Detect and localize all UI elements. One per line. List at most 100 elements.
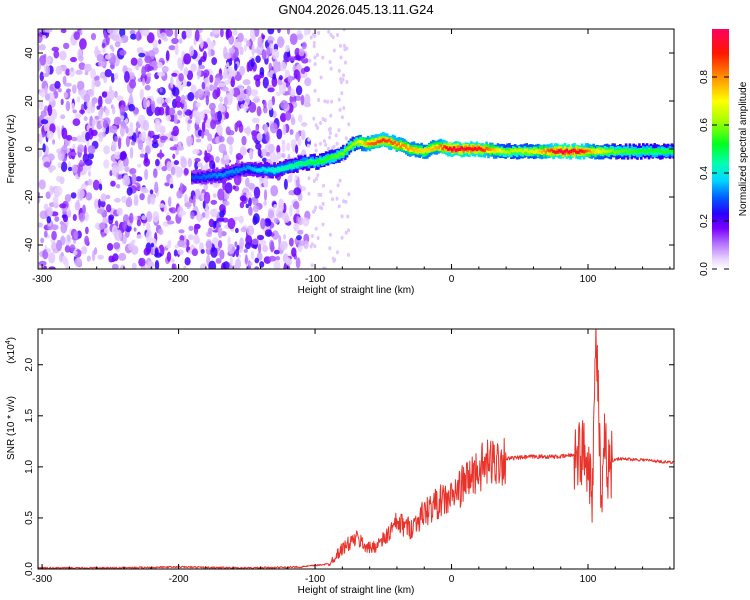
spectrogram-noise-cell — [94, 115, 100, 120]
spectrogram-noise-cell — [190, 211, 195, 220]
spectrogram-ridge-cell — [363, 142, 366, 146]
spectrogram-noise-cell — [313, 88, 317, 93]
spectrogram-noise-cell — [221, 86, 229, 92]
spectrogram-ridge-cell — [319, 160, 322, 164]
spectrogram-noise-cell — [83, 145, 87, 157]
spectrogram-ridge-cell — [366, 142, 370, 146]
x-tick-label: -100 — [305, 274, 325, 285]
spectrogram-noise-cell — [136, 163, 142, 168]
spectrogram-noise-cell — [114, 229, 123, 241]
spectrogram-ridge-cell — [406, 144, 410, 150]
spectrogram-noise-cell — [126, 186, 133, 196]
spectrogram-noise-cell — [158, 106, 165, 116]
spectrogram-noise-cell — [125, 135, 130, 147]
spectrogram-noise-cell — [61, 127, 68, 140]
spectrogram-noise-cell — [183, 53, 192, 65]
spectrogram-ridge-cell — [569, 150, 572, 153]
spectrogram-noise-cell — [342, 29, 346, 32]
spectrogram-noise-cell — [241, 135, 247, 146]
spectrogram-noise-cell — [115, 184, 121, 189]
spectrogram-ridge-cell — [256, 168, 259, 172]
spectrogram-ridge-cell — [577, 148, 580, 154]
spectrogram-noise-cell — [69, 67, 75, 78]
spectrogram-noise-cell — [225, 126, 231, 136]
spectrogram-noise-cell — [129, 79, 137, 89]
spectrogram-noise-cell — [210, 208, 218, 218]
spectrogram-ridge-cell — [271, 167, 274, 172]
spectrogram-ridge-cell — [573, 148, 576, 158]
spectrogram-ridge-cell — [273, 167, 276, 171]
spectrogram-noise-cell — [166, 220, 175, 225]
spectrogram-ridge-cell — [634, 149, 637, 153]
spectrogram-noise-cell — [45, 56, 51, 64]
spectrogram-noise-cell — [235, 258, 242, 269]
spectrogram-noise-cell — [322, 183, 325, 188]
spectrogram-noise-cell — [220, 105, 226, 113]
spectrogram-noise-cell — [342, 43, 346, 48]
spectrogram-noise-cell — [248, 197, 252, 207]
spectrogram-ridge-cell — [517, 148, 521, 152]
spectrogram-noise-cell — [153, 168, 158, 179]
spectrogram-ridge-cell — [196, 175, 200, 179]
spectrogram-ridge-cell — [548, 150, 551, 156]
spectrogram-noise-cell — [307, 137, 311, 142]
spectrogram-noise-cell — [192, 195, 196, 208]
spectrogram-noise-cell — [223, 52, 232, 60]
spectrogram-noise-cell — [112, 106, 116, 115]
spectrogram-noise-cell — [184, 194, 188, 205]
spectrogram-noise-cell — [79, 38, 87, 50]
spectrogram-ridge-cell — [578, 149, 582, 155]
spectrogram-noise-cell — [343, 47, 347, 52]
spectrogram-noise-cell — [294, 47, 301, 57]
spectrogram-noise-cell — [295, 144, 299, 154]
spectrogram-ridge-cell — [382, 138, 385, 142]
spectrogram-ridge-cell — [225, 172, 228, 178]
spectrogram-noise-cell — [99, 183, 103, 191]
spectrogram-noise-cell — [289, 129, 294, 135]
spectrogram-noise-cell — [347, 122, 351, 127]
spectrogram-noise-cell — [161, 166, 168, 172]
spectrogram-noise-cell — [57, 162, 62, 169]
spectrogram-ridge-cell — [403, 145, 406, 150]
spectrogram-ridge-cell — [397, 142, 400, 146]
spectrogram-noise-cell — [239, 195, 247, 202]
spectrogram-noise-cell — [185, 29, 192, 39]
spectrogram-noise-cell — [114, 41, 121, 48]
spectrogram-ridge-cell — [299, 160, 303, 164]
spectrogram-noise-cell — [219, 204, 226, 213]
spectrogram-noise-cell — [70, 56, 77, 63]
spectrogram-noise-cell — [316, 236, 320, 240]
spectrogram-noise-cell — [52, 195, 59, 207]
spectrogram-noise-cell — [222, 261, 230, 269]
spectrogram-noise-cell — [46, 248, 51, 253]
spectrogram-noise-cell — [216, 123, 223, 136]
spectrogram-noise-cell — [222, 200, 230, 206]
spectrogram-noise-cell — [128, 242, 135, 251]
spectrogram-noise-cell — [205, 95, 209, 106]
spectrogram-noise-cell — [203, 155, 211, 162]
spectrogram-noise-cell — [347, 252, 350, 257]
spectrogram-noise-cell — [146, 211, 153, 223]
spectrogram-ridge-cell — [288, 164, 292, 168]
spectrogram-noise-cell — [254, 257, 260, 264]
spectrogram-noise-cell — [312, 40, 316, 45]
spectrogram-noise-cell — [319, 75, 323, 80]
spectrogram-ridge-cell — [487, 147, 490, 151]
spectrogram-noise-cell — [48, 252, 56, 264]
spectrogram-ridge-cell — [343, 149, 347, 155]
spectrogram-ridge-cell — [460, 146, 463, 150]
spectrogram-ridge-cell — [620, 149, 624, 153]
spectrogram-noise-cell — [183, 79, 187, 88]
spectrogram-noise-cell — [211, 57, 218, 66]
spectrogram-noise-cell — [273, 217, 279, 224]
spectrogram-ridge-cell — [571, 148, 574, 152]
spectrogram-noise-cell — [344, 60, 347, 65]
spectrogram-noise-cell — [289, 204, 293, 217]
spectrogram-noise-cell — [312, 179, 316, 183]
spectrogram-noise-cell — [203, 191, 211, 204]
spectrogram-noise-cell — [326, 99, 329, 104]
spectrogram-noise-cell — [183, 265, 187, 269]
colorbar-tick-label: 0.0 — [699, 262, 710, 276]
spectrogram-noise-cell — [340, 235, 344, 240]
spectrogram-noise-cell — [239, 65, 246, 76]
